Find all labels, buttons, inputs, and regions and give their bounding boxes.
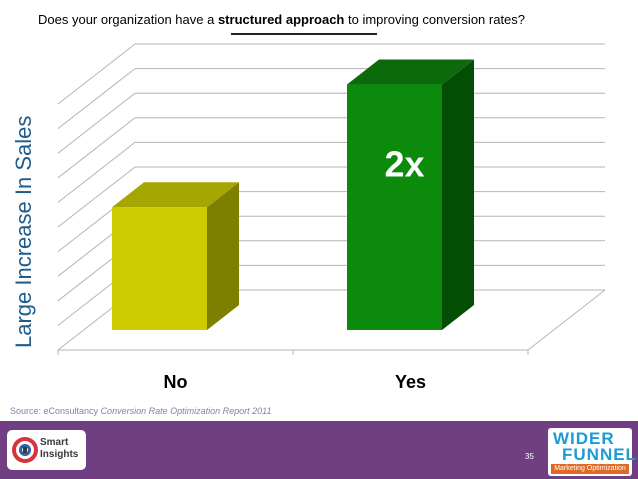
bar-yes xyxy=(347,59,474,330)
emphasis-underline xyxy=(231,33,377,35)
wider-funnel-logo: WIDER FUNNEL Marketing Optimization xyxy=(548,428,636,476)
bar-no xyxy=(112,182,239,330)
smart-insights-logo: Smart Insights xyxy=(7,430,86,470)
page-number: 35 xyxy=(525,452,534,461)
x-tick-label-yes: Yes xyxy=(395,372,426,392)
question-suffix: to improving conversion rates? xyxy=(344,12,526,27)
gridline-side xyxy=(57,92,136,154)
bar-front xyxy=(112,207,207,330)
wider-funnel-line2: FUNNEL xyxy=(562,445,637,464)
gridline-side xyxy=(57,166,136,228)
wider-funnel-line1: WIDER xyxy=(553,429,615,448)
chart-question: Does your organization have a structured… xyxy=(38,12,525,27)
smart-insights-line1: Smart xyxy=(40,437,69,448)
question-emphasis: structured approach xyxy=(217,12,345,27)
bar-top xyxy=(112,182,239,208)
source-report-title: Conversion Rate Optimization Report 2011 xyxy=(100,406,272,416)
x-tick-label-no: No xyxy=(164,372,188,392)
gridline-side xyxy=(57,142,136,203)
data-label-yes: 2x xyxy=(384,144,424,185)
smart-insights-line2: Insights xyxy=(40,449,79,460)
gridline-side xyxy=(57,43,136,105)
source-prefix: Source: eConsultancy xyxy=(10,406,101,416)
bar-front xyxy=(347,84,442,330)
bar-side xyxy=(442,59,474,330)
bar-chart: No Yes 2x xyxy=(57,43,606,392)
gridline-side xyxy=(57,117,136,179)
wider-funnel-tagline: Marketing Optimization xyxy=(551,464,629,474)
floor-right-edge xyxy=(527,289,606,351)
source-note: Source: eConsultancy Conversion Rate Opt… xyxy=(10,406,271,416)
smart-insights-mark-icon xyxy=(12,437,38,463)
smart-insights-wordmark: Smart Insights xyxy=(40,437,78,461)
bar-top xyxy=(347,59,474,85)
gridline-side xyxy=(57,68,136,129)
question-prefix: Does your organization have a xyxy=(38,12,218,27)
bar-side xyxy=(207,182,239,330)
footer-bar xyxy=(0,421,638,479)
